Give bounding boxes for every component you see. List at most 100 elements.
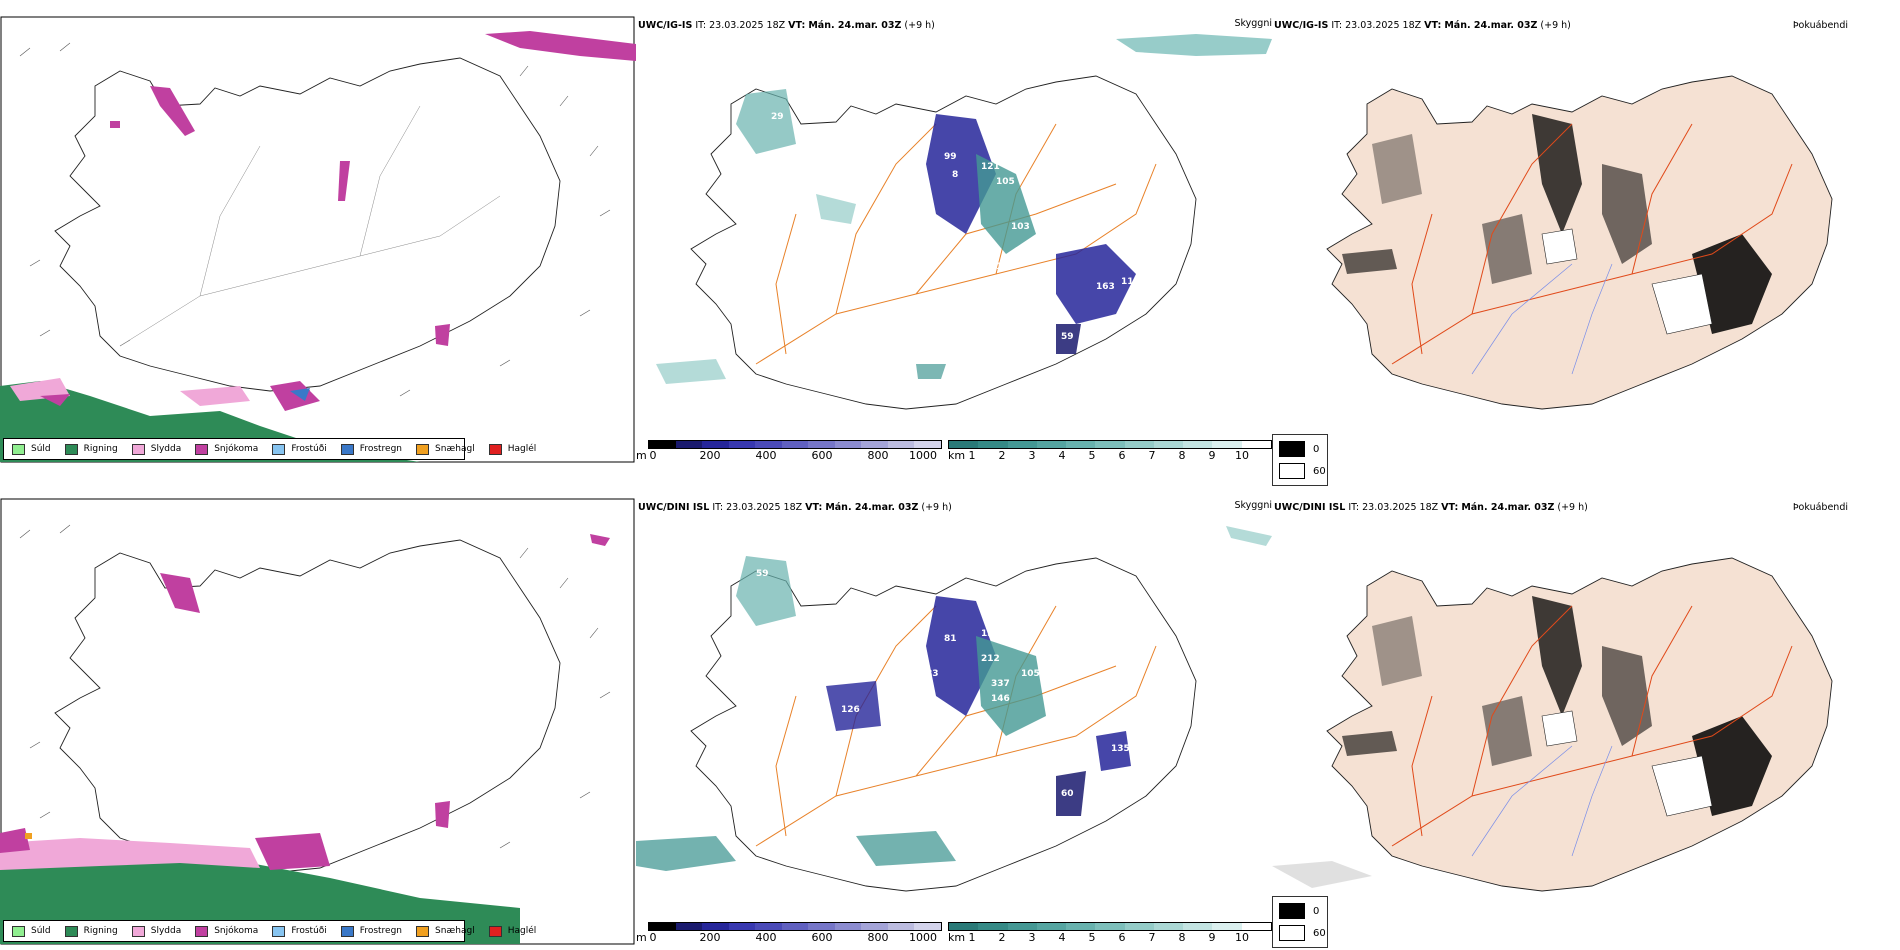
fog-panel-top: UWC/IG-IS IT: 23.03.2025 18Z VT: Mán. 24…: [1272, 14, 1900, 486]
rivers: [1471, 263, 1613, 375]
cbar-unit: m: [636, 931, 647, 944]
panel-header: UWC/DINI ISL IT: 23.03.2025 18Z VT: Mán.…: [1274, 502, 1848, 513]
cbar-tick: 7: [1148, 931, 1156, 944]
cbar-bin: [755, 441, 782, 448]
cbar-bin: [1095, 923, 1125, 930]
cbar-tick: 1000: [909, 931, 937, 944]
cbar-bin: [649, 923, 676, 930]
fog-legend-item: 0: [1279, 441, 1319, 457]
rivers: [1471, 745, 1613, 857]
vis-label: 8: [952, 170, 958, 180]
vis-label: 126: [841, 705, 860, 715]
legend-item: Snæhagl: [416, 443, 475, 455]
cbar-bin: [755, 923, 782, 930]
fog-legend-item: 0: [1279, 903, 1319, 919]
vis-label: 105: [1021, 669, 1040, 679]
cbar-tick: 800: [867, 931, 889, 944]
colorbar-strip: [948, 440, 1272, 449]
legend-swatch: [195, 443, 209, 455]
cbar-bin: [1124, 441, 1154, 448]
vis-label: 92: [1091, 774, 1104, 784]
iceland-land: [1326, 557, 1833, 892]
legend-item: Frostúði: [272, 925, 327, 937]
cbar-tick: 6: [1118, 449, 1126, 462]
colorbar-strip: [948, 922, 1272, 931]
legend-swatch: [340, 443, 354, 455]
precip-type-map: [0, 16, 636, 463]
cbar-bin: [1036, 441, 1067, 448]
cbar-bin: [675, 923, 703, 930]
lead-time: (+9 h): [904, 20, 935, 31]
panel-title: Skyggni: [1234, 18, 1272, 29]
visibility-map: 59 81 133 212 105 337 146 126 83 162 135…: [636, 526, 1272, 892]
vis-label: 83: [926, 669, 939, 679]
legend-swatch: [488, 443, 502, 455]
cbar-tick: 400: [755, 931, 777, 944]
cbar-bin: [702, 441, 729, 448]
fog-legend: 0 60: [1272, 434, 1328, 486]
cbar-bin: [649, 441, 676, 448]
panel-title: Skyggni: [1234, 500, 1272, 511]
cbar-tick: 200: [699, 931, 721, 944]
precip-type-legend: Súld Rigning Slydda Snjókoma Frostúði Fr…: [3, 438, 536, 460]
legend-swatch: [272, 925, 286, 937]
legend-item: Haglél: [488, 443, 536, 455]
fog-panel-bottom: UWC/DINI ISL IT: 23.03.2025 18Z VT: Mán.…: [1272, 496, 1900, 948]
cbar-bin: [1241, 441, 1271, 448]
vis-label: 105: [996, 177, 1015, 187]
cbar-tick: 2: [998, 449, 1006, 462]
cbar-tick: 200: [699, 449, 721, 462]
cbar-tick: 7: [1148, 449, 1156, 462]
wind-barbs: [19, 42, 611, 397]
legend-swatch: [12, 925, 25, 937]
cbar-tick: 800: [867, 449, 889, 462]
cbar-unit: km: [948, 931, 966, 944]
panel-header: UWC/IG-IS IT: 23.03.2025 18Z VT: Mán. 24…: [638, 18, 1272, 31]
cbar-unit: m: [636, 449, 647, 462]
visibility-fields: [636, 526, 1272, 871]
vis-label: 146: [991, 694, 1010, 704]
cbar-bin: [1241, 923, 1271, 930]
cbar-tick: 9: [1208, 449, 1216, 462]
cbar-bin: [675, 441, 703, 448]
cbar-bin: [949, 923, 979, 930]
lead-time: (+9 h): [1557, 502, 1588, 513]
precip-type-legend: Súld Rigning Slydda Snjókoma Frostúði Fr…: [3, 920, 536, 942]
wind-barbs: [19, 524, 611, 849]
legend-swatch: [131, 925, 145, 937]
vis-label: 212: [981, 654, 1000, 664]
precip-type-map: [0, 498, 635, 945]
visibility-km-colorbar: km 1 2 3 4 5 6 7 8 9 10: [948, 922, 1272, 948]
panel-header: UWC/IG-IS IT: 23.03.2025 18Z VT: Mán. 24…: [1274, 20, 1848, 31]
legend-item: Súld: [12, 443, 51, 455]
cbar-bin: [914, 441, 942, 448]
cbar-tick: 3: [1028, 931, 1036, 944]
legend-swatch: [64, 925, 78, 937]
init-time: 23.03.2025 18Z: [709, 20, 786, 31]
colorbar-strip: [648, 922, 942, 931]
cbar-unit: km: [948, 449, 966, 462]
legend-item: Haglél: [488, 925, 536, 937]
cbar-bin: [1066, 441, 1096, 448]
panel-header: UWC/DINI ISL IT: 23.03.2025 18Z VT: Mán.…: [638, 500, 1272, 513]
vis-label: 59: [1061, 332, 1074, 342]
model-name: UWC/IG-IS: [638, 20, 693, 31]
cbar-bin: [978, 441, 1008, 448]
visibility-fields: [656, 34, 1272, 384]
cbar-tick: 9: [1208, 931, 1216, 944]
model-name: UWC/IG-IS: [1274, 20, 1329, 31]
init-time: 23.03.2025 18Z: [1362, 502, 1439, 513]
roads: [1391, 123, 1793, 365]
legend-item: Rigning: [64, 443, 118, 455]
fog-legend-item: 60: [1279, 463, 1326, 479]
fog-map: [1272, 557, 1833, 892]
vis-label: 29: [771, 112, 784, 122]
fog-legend-item: 60: [1279, 925, 1326, 941]
cbar-bin: [781, 923, 809, 930]
legend-item: Snjókoma: [195, 443, 258, 455]
cbar-tick: 600: [811, 931, 833, 944]
precip-type-panel-bottom: UWC/DINI ISL IT: 23.03.2025 18Z VT: Mán.…: [0, 496, 636, 946]
cbar-bin: [1095, 441, 1125, 448]
lead-time: (+9 h): [921, 502, 952, 513]
vis-label: 135: [1111, 744, 1130, 754]
